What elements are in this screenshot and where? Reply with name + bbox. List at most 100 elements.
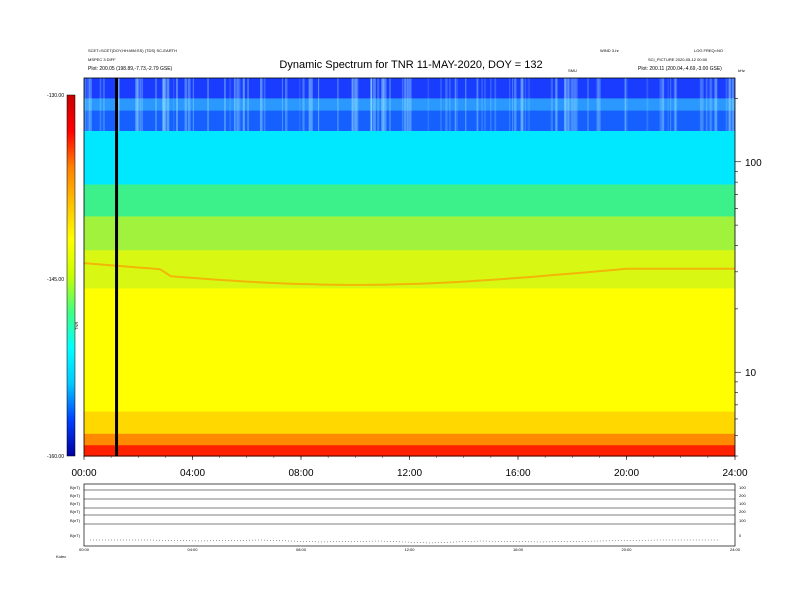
spectrum-band [84, 288, 735, 413]
spectrum-streak [370, 78, 372, 132]
spectrum-streak [725, 78, 728, 132]
spectrum-band [84, 184, 735, 218]
spectrum-streak [285, 78, 288, 132]
spectrum-streak [455, 78, 458, 132]
spectrum-band [84, 445, 735, 457]
spectrum-streak [670, 78, 672, 132]
spectrum-streak [238, 78, 241, 132]
spectrum-streak [710, 78, 713, 132]
y-axis-right: 100 10 [735, 98, 762, 457]
header-right-small2: SMU [568, 68, 577, 73]
spectrum-streak [731, 78, 735, 132]
lower-x-axis: 00:00 04:00 08:00 12:00 16:00 20:00 24:00 [79, 547, 741, 552]
spectrum-streak [137, 78, 139, 132]
spectrum-streak [483, 78, 486, 132]
spectrum-streak [187, 78, 191, 132]
spectrum-streak [135, 78, 139, 132]
spectrum-streak [302, 78, 305, 132]
spectrum-streak [84, 78, 87, 132]
spectrum-streak [448, 78, 451, 132]
spectrum-streak [243, 78, 245, 132]
spectrum-streak [164, 78, 167, 132]
spectrum-streak [237, 78, 240, 132]
lower-right-label: 200 [739, 493, 746, 498]
spectrum-streak [596, 78, 600, 132]
spectrogram-texture [83, 78, 735, 286]
spectrum-streak [137, 78, 140, 132]
spectrum-streak [494, 78, 497, 132]
spectrum-streak [102, 78, 105, 132]
spectrum-streak [514, 78, 517, 132]
x-tick-label: 12:00 [397, 468, 422, 479]
spectrum-streak [141, 78, 144, 132]
spectrum-band [84, 78, 735, 99]
lower-x-tick-label: 04:00 [187, 547, 198, 552]
spectrum-streak [566, 78, 569, 132]
lower-bottom-left-label: Kotec [56, 554, 66, 559]
x-tick-label: 24:00 [722, 468, 747, 479]
spectrum-band [84, 98, 735, 112]
spectrum-streak [572, 78, 576, 132]
lower-left-label: B(nT) [70, 509, 81, 514]
lower-left-label: B(nT) [70, 501, 81, 506]
spectrum-streak [140, 78, 142, 132]
colorbar-tick-bottom: -160.00 [47, 454, 64, 460]
lower-right-label: 0 [739, 533, 742, 538]
lower-x-tick-label: 12:00 [404, 547, 415, 552]
spectrum-streak [550, 78, 554, 132]
spectrum-streak [564, 78, 567, 132]
header-left-line1: SCET=SCET(DOY,HH:MM:SS) (TDS) SC-EARTH [88, 48, 177, 53]
spectrum-streak [381, 78, 384, 132]
spectrum-streak [317, 78, 320, 132]
spectrum-streak [207, 78, 209, 132]
spectrum-streak [490, 78, 492, 132]
lower-x-tick-label: 24:00 [730, 547, 741, 552]
chart-title: Dynamic Spectrum for TNR 11-MAY-2020, DO… [279, 59, 542, 71]
lower-right-label: 100 [739, 518, 746, 523]
lower-left-label: B(nT) [70, 518, 81, 523]
spectrum-streak [166, 78, 170, 132]
spectrum-streak [673, 78, 676, 132]
spectrum-streak [440, 78, 442, 132]
spectrum-streak [646, 78, 649, 132]
spectrum-band [84, 216, 735, 251]
spectrum-streak [465, 78, 467, 132]
spectrum-streak [224, 78, 226, 132]
lower-right-label: 100 [739, 485, 746, 490]
spectrum-streak [527, 78, 531, 132]
spectrum-streak [370, 78, 372, 132]
spectrum-streak [385, 78, 387, 132]
spectrum-streak [281, 78, 283, 132]
header-right-line2: LOG FREQ=NO [694, 48, 723, 53]
spectrum-band [84, 110, 735, 132]
spectrum-streak [135, 78, 138, 132]
spectrum-streak [308, 78, 311, 132]
spectrum-streak [520, 78, 524, 132]
spectrum-streak [574, 78, 578, 132]
spectrum-streak [299, 78, 301, 132]
spectrum-streak [714, 78, 718, 132]
spectrum-streak [624, 78, 627, 132]
spectrum-streak [624, 78, 626, 132]
lower-x-tick-label: 00:00 [79, 547, 90, 552]
spectrum-streak [377, 78, 379, 132]
y-tick-label: 100 [745, 158, 762, 169]
spectrum-streak [337, 78, 339, 132]
lower-right-label: 100 [739, 501, 746, 506]
x-tick-label: 08:00 [288, 468, 313, 479]
spectrum-streak [708, 78, 711, 132]
spectrum-streak [511, 78, 514, 132]
lower-right-label: 200 [739, 509, 746, 514]
spectrogram [84, 78, 735, 457]
spectrum-streak [624, 78, 628, 132]
spectrum-streak [705, 78, 708, 132]
x-tick-label: 16:00 [505, 468, 530, 479]
spectrum-streak [99, 78, 102, 132]
emission-trace [83, 262, 735, 286]
spectrum-streak [377, 78, 380, 132]
spectrum-streak [513, 78, 517, 132]
spectrum-streak [567, 78, 570, 132]
spectrum-streak [89, 78, 93, 132]
spectrum-streak [659, 78, 662, 132]
